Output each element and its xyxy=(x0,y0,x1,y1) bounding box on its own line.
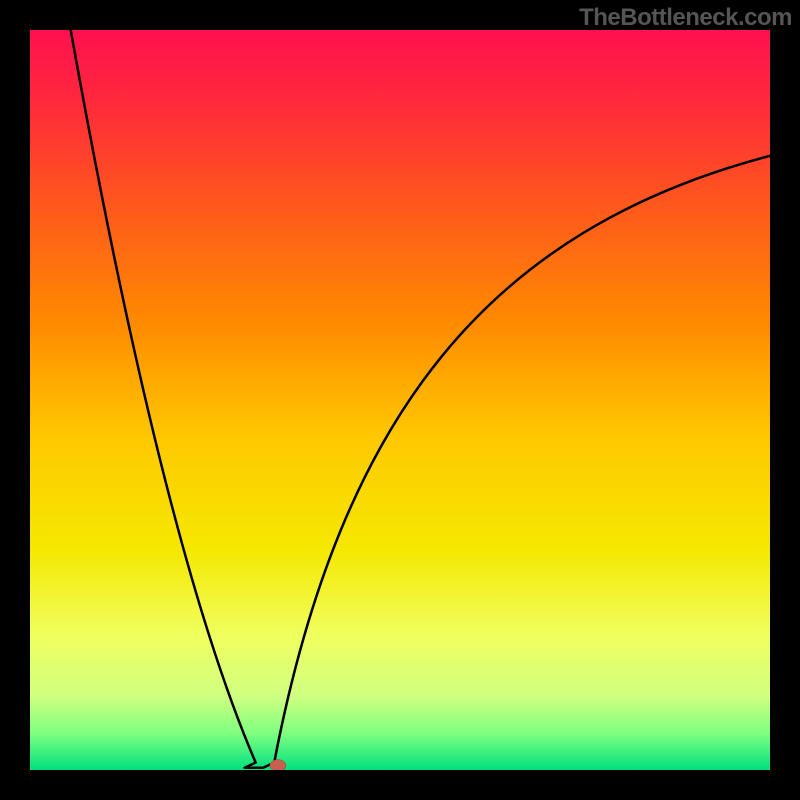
chart-container: TheBottleneck.com xyxy=(0,0,800,800)
plot-svg xyxy=(30,30,770,770)
plot-area xyxy=(30,30,770,770)
optimal-point-marker xyxy=(270,760,286,770)
plot-background xyxy=(30,30,770,770)
watermark-text: TheBottleneck.com xyxy=(579,4,792,32)
